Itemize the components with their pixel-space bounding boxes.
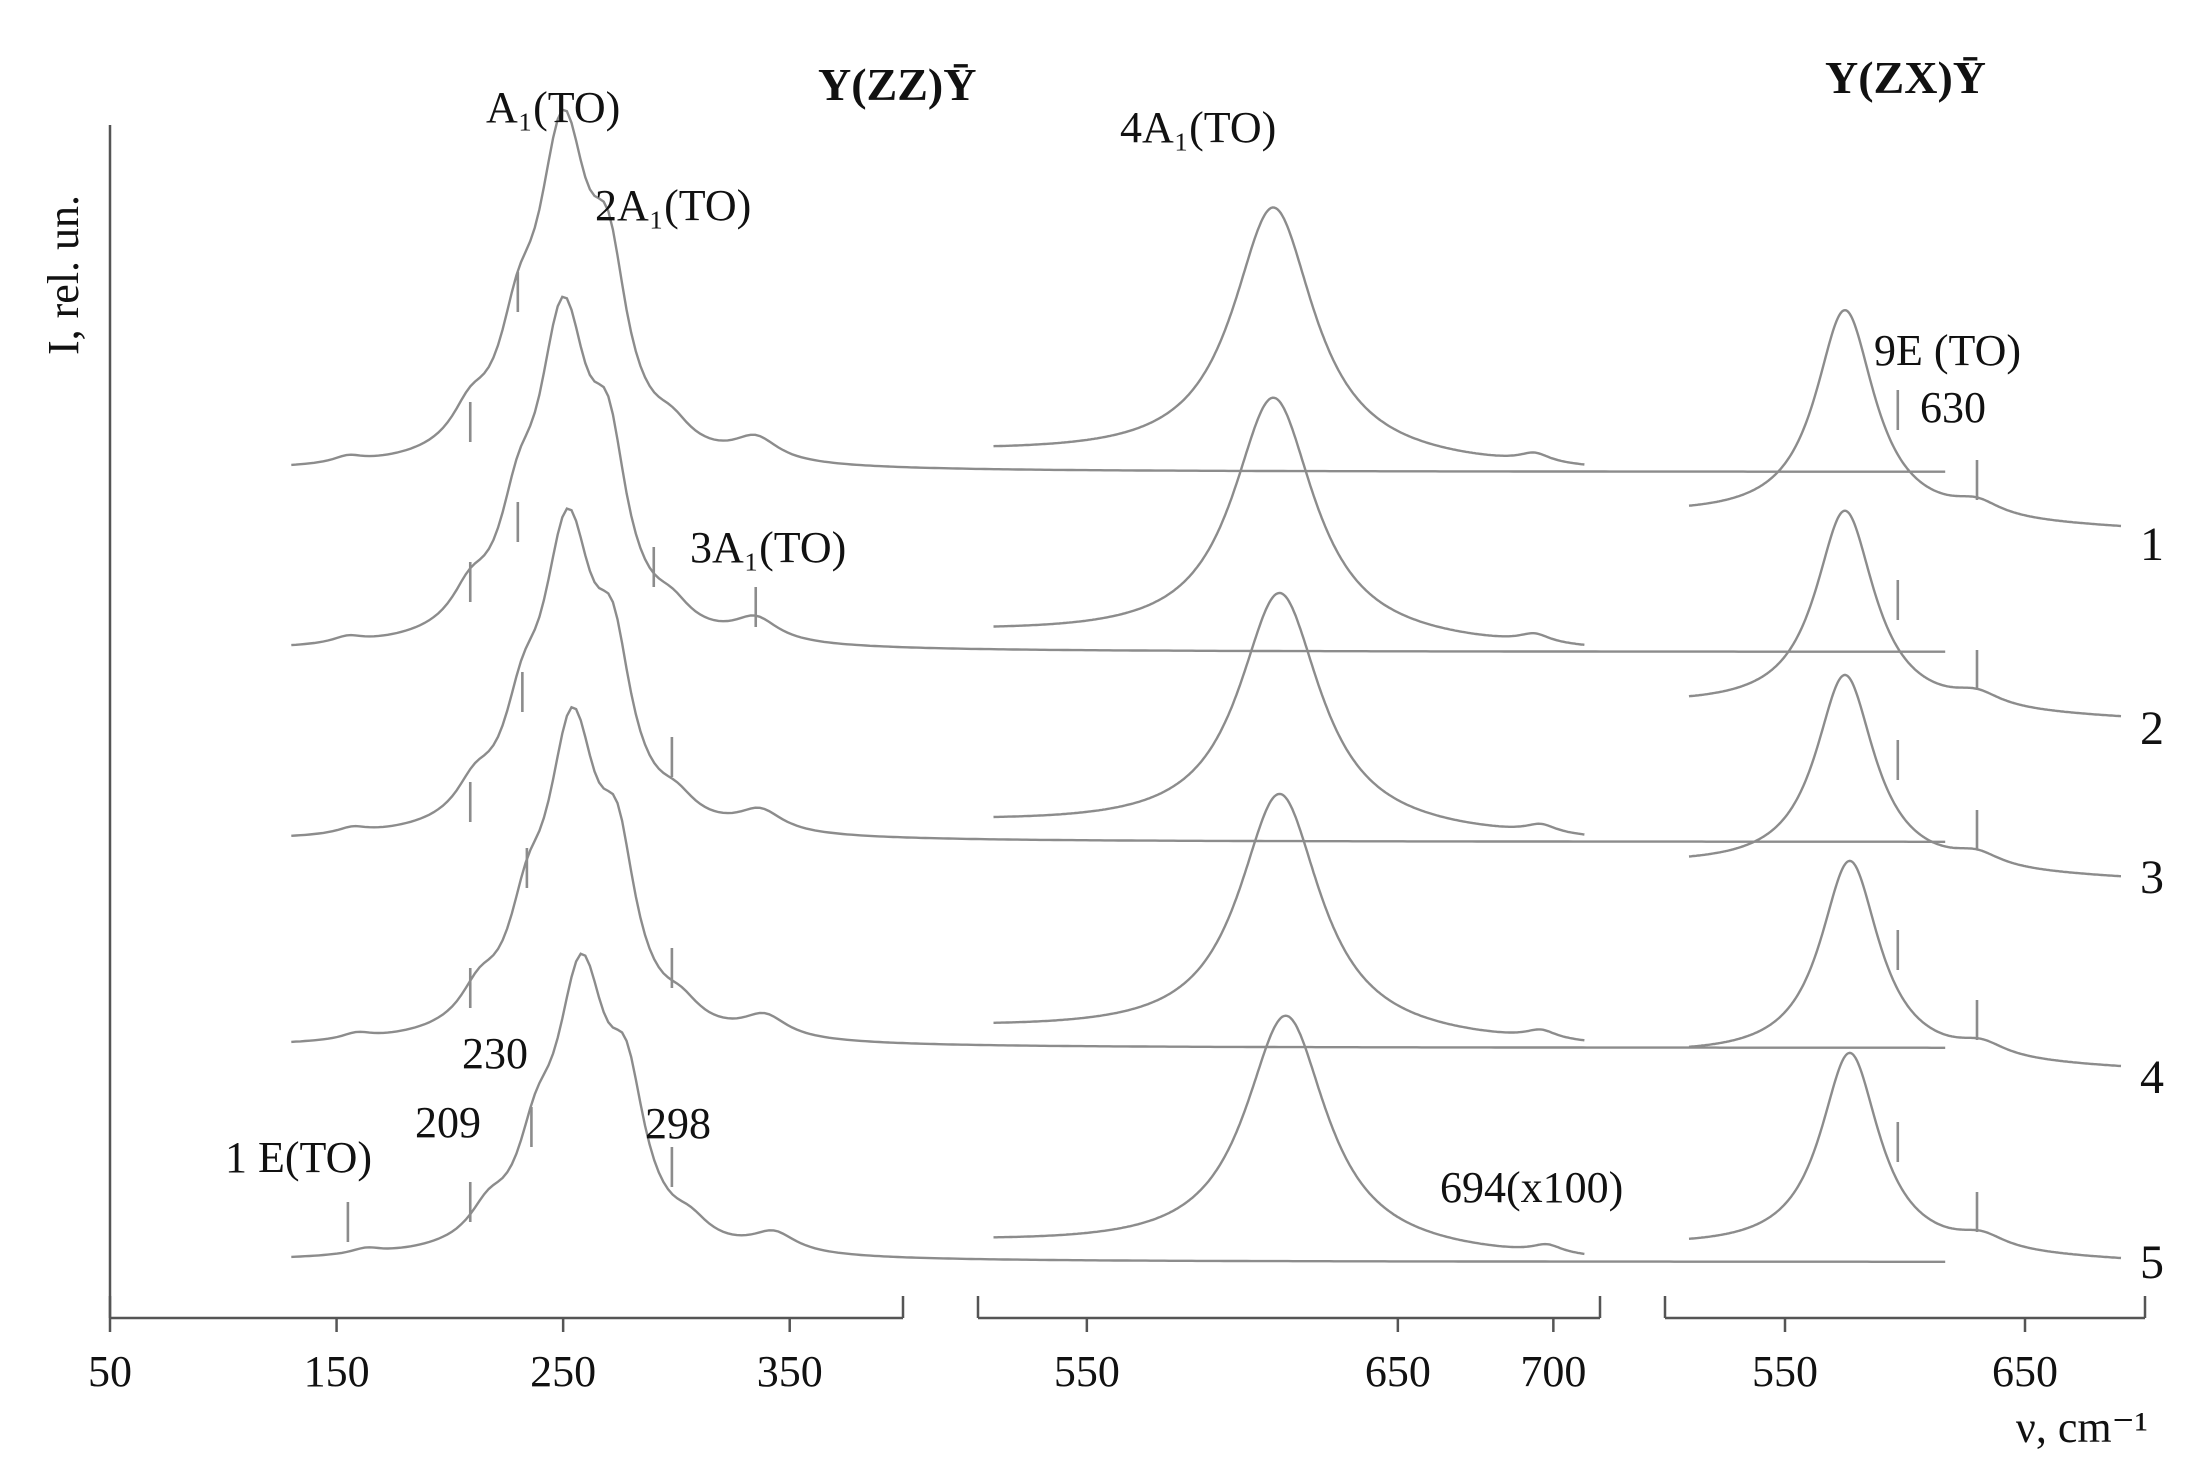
trace-panel-2-curve-5 xyxy=(993,1014,1585,1256)
x-ticks: 50 150 250 350 550 650 700 550 650 xyxy=(88,1296,2147,1396)
x-axis-label: ν, cm⁻¹ xyxy=(2016,1403,2148,1452)
trace-panel-3-curve-4 xyxy=(1688,859,2122,1068)
mode-markers xyxy=(346,272,1979,1242)
curve-label-5: 5 xyxy=(2140,1236,2164,1289)
annotation-209: 209 xyxy=(415,1098,481,1147)
x-tick-label-p1-50: 50 xyxy=(88,1347,132,1396)
trace-panel-1-curve-5 xyxy=(291,952,1946,1263)
trace-panel-2-curve-1 xyxy=(993,206,1585,466)
y-axis-label: I, rel. un. xyxy=(39,195,88,355)
x-tick-label-p3-650: 650 xyxy=(1992,1347,2058,1396)
annotation-694: 694(x100) xyxy=(1440,1163,1623,1212)
annotation-230: 230 xyxy=(462,1029,528,1078)
trace-panel-3-curve-3 xyxy=(1688,673,2121,878)
trace-panel-3-curve-5 xyxy=(1688,1051,2122,1260)
polarization-zz-title: Y(ZZ)Ȳ xyxy=(818,59,976,110)
trace-panel-1-curve-2 xyxy=(291,295,1946,653)
trace-panel-1-curve-1 xyxy=(291,108,1946,473)
trace-panel-3-curve-1 xyxy=(1688,308,2122,528)
x-tick-label-p1-150: 150 xyxy=(304,1347,370,1396)
trace-panel-2-curve-3 xyxy=(993,591,1585,836)
polarization-zx-title: Y(ZX)Ȳ xyxy=(1825,52,1986,103)
x-tick-label-p1-350: 350 xyxy=(757,1347,823,1396)
annotation-9e-to: 9E (TO) xyxy=(1874,326,2021,375)
spectra-traces xyxy=(291,108,2122,1263)
annotation-298: 298 xyxy=(645,1099,711,1148)
trace-panel-2-curve-4 xyxy=(993,792,1585,1042)
curve-label-3: 3 xyxy=(2140,851,2164,904)
x-tick-label-p2-550: 550 xyxy=(1054,1347,1120,1396)
annotation-1e-to: 1 E(TO) xyxy=(225,1133,372,1182)
annotation-2a1-to: 2A₁(TO) xyxy=(595,181,751,230)
x-tick-label-p2-650: 650 xyxy=(1365,1347,1431,1396)
axes: 50 150 250 350 550 650 700 550 650 xyxy=(88,125,2147,1396)
annotation-630: 630 xyxy=(1920,383,1986,432)
trace-panel-1-curve-3 xyxy=(291,507,1946,843)
x-tick-label-p2-700: 700 xyxy=(1520,1347,1586,1396)
x-tick-label-p1-250: 250 xyxy=(530,1347,596,1396)
trace-panel-2-curve-2 xyxy=(993,396,1585,646)
trace-panel-3-curve-2 xyxy=(1688,509,2122,718)
annotation-4a1-to: 4A₁(TO) xyxy=(1120,103,1276,152)
trace-panel-1-curve-4 xyxy=(291,705,1946,1049)
x-tick-label-p3-550: 550 xyxy=(1752,1347,1818,1396)
curve-label-1: 1 xyxy=(2140,518,2164,571)
annotation-a1-to: A₁(TO) xyxy=(486,83,620,132)
annotation-3a1-to: 3A₁(TO) xyxy=(690,523,846,572)
curve-label-2: 2 xyxy=(2140,702,2164,755)
curve-label-4: 4 xyxy=(2140,1051,2164,1104)
